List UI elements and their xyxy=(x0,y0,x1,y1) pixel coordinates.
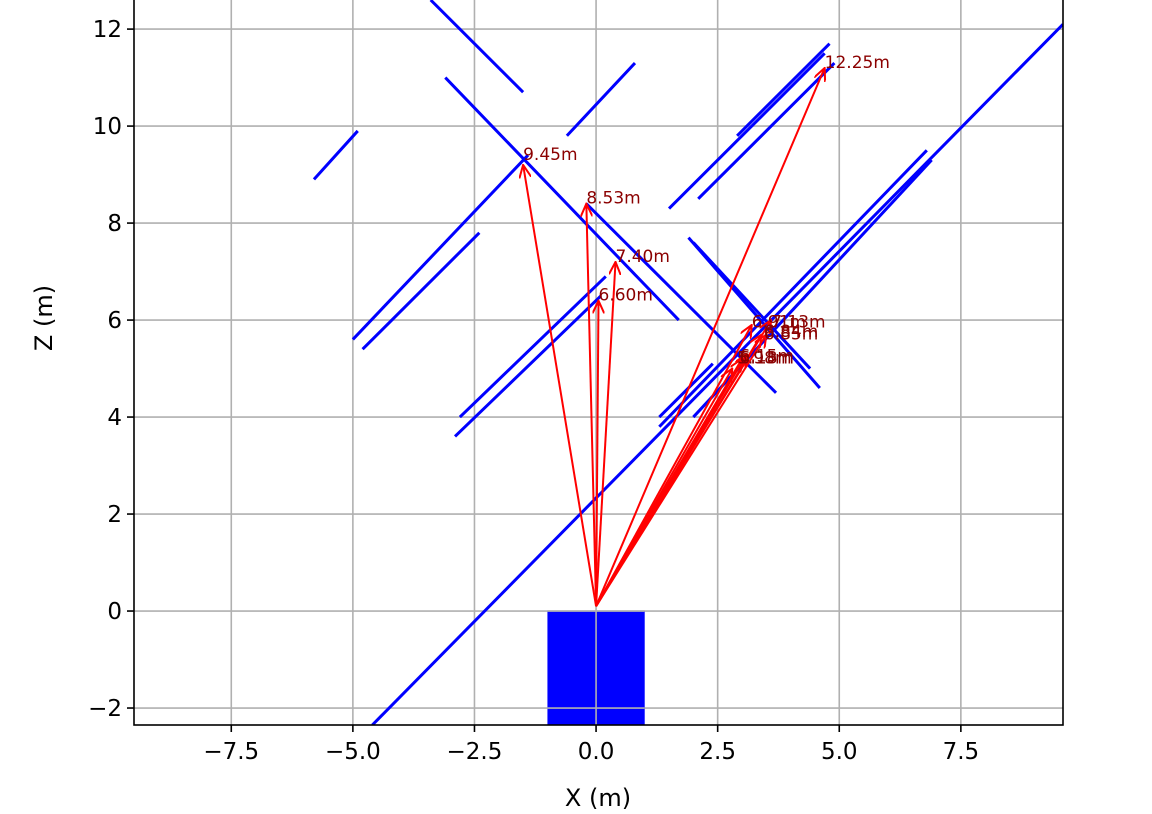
distance-ray xyxy=(596,301,598,607)
wall-segment xyxy=(697,61,836,200)
distance-ray xyxy=(595,369,732,607)
distance-label: 6.15m xyxy=(740,346,794,366)
wall-segment xyxy=(658,362,714,419)
wall-segments xyxy=(312,0,1063,725)
wall-segment xyxy=(351,154,530,341)
distance-label: 9.45m xyxy=(523,145,577,165)
wall-segment xyxy=(736,42,831,137)
distance-ray xyxy=(586,204,598,607)
distance-ray xyxy=(595,68,825,607)
distance-label: 6.84m xyxy=(764,322,818,342)
y-tick-label: 0 xyxy=(107,599,122,625)
grid xyxy=(134,0,1063,725)
wall-segment xyxy=(692,241,812,370)
wall-segment xyxy=(371,23,1063,725)
distance-label: 5.98m xyxy=(737,349,791,369)
distance-label: 8.53m xyxy=(586,189,640,209)
y-tick-label: 4 xyxy=(107,405,122,431)
x-tick-label: −2.5 xyxy=(447,739,503,765)
distance-ray xyxy=(595,262,615,607)
y-tick-label: 12 xyxy=(93,17,122,43)
wall-segment xyxy=(667,52,826,210)
wall-segment xyxy=(429,0,525,94)
distance-label: 12.25m xyxy=(825,53,890,73)
plot-frame xyxy=(133,0,1064,726)
x-tick-label: 0.0 xyxy=(578,739,615,765)
y-tick-label: 6 xyxy=(107,308,122,334)
distance-label: 6.60m xyxy=(599,286,653,306)
x-tick-label: 5.0 xyxy=(821,739,858,765)
wall-segment xyxy=(453,294,602,438)
axes: −7.5 −5.0 −2.5 0.0 2.5 5.0 7.5 −2 0 2 4 6 8 10 12 xyxy=(88,0,1064,765)
distance-label: 7.40m xyxy=(616,247,670,267)
y-axis-label: Z (m) xyxy=(30,285,58,351)
plot-area: 9.45m 8.53m 7.40m 6.60m 12.25m 6.91m7.13m6.84… xyxy=(312,0,1063,725)
y-tick-label: 8 xyxy=(107,211,122,237)
wall-segment xyxy=(458,275,607,419)
y-tick-label: 10 xyxy=(93,114,122,140)
vehicle-layer xyxy=(547,610,645,725)
x-tick-label: −5.0 xyxy=(325,739,381,765)
x-tick-label: −7.5 xyxy=(203,739,259,765)
distance-label: 6.85m xyxy=(764,324,818,344)
distance-rays xyxy=(523,68,825,607)
wall-segment xyxy=(361,231,481,351)
x-tick-label: 7.5 xyxy=(943,739,980,765)
distance-labels: 9.45m 8.53m 7.40m 6.60m 12.25m 6.91m7.13m6.84… xyxy=(523,53,890,369)
distance-label: 6.18m xyxy=(740,349,794,369)
wall-segment xyxy=(312,129,359,181)
wall-segment xyxy=(658,149,928,428)
y-tick-label: −2 xyxy=(88,696,122,722)
y-tick-label: 2 xyxy=(107,502,122,528)
distance-ray xyxy=(523,165,598,607)
distance-label: 6.91m xyxy=(752,312,806,332)
distance-label: 7.13m xyxy=(771,312,825,332)
wall-segment xyxy=(444,76,680,322)
x-tick-label: 2.5 xyxy=(699,739,736,765)
wall-segment xyxy=(565,62,637,137)
x-axis-label: X (m) xyxy=(565,784,631,812)
